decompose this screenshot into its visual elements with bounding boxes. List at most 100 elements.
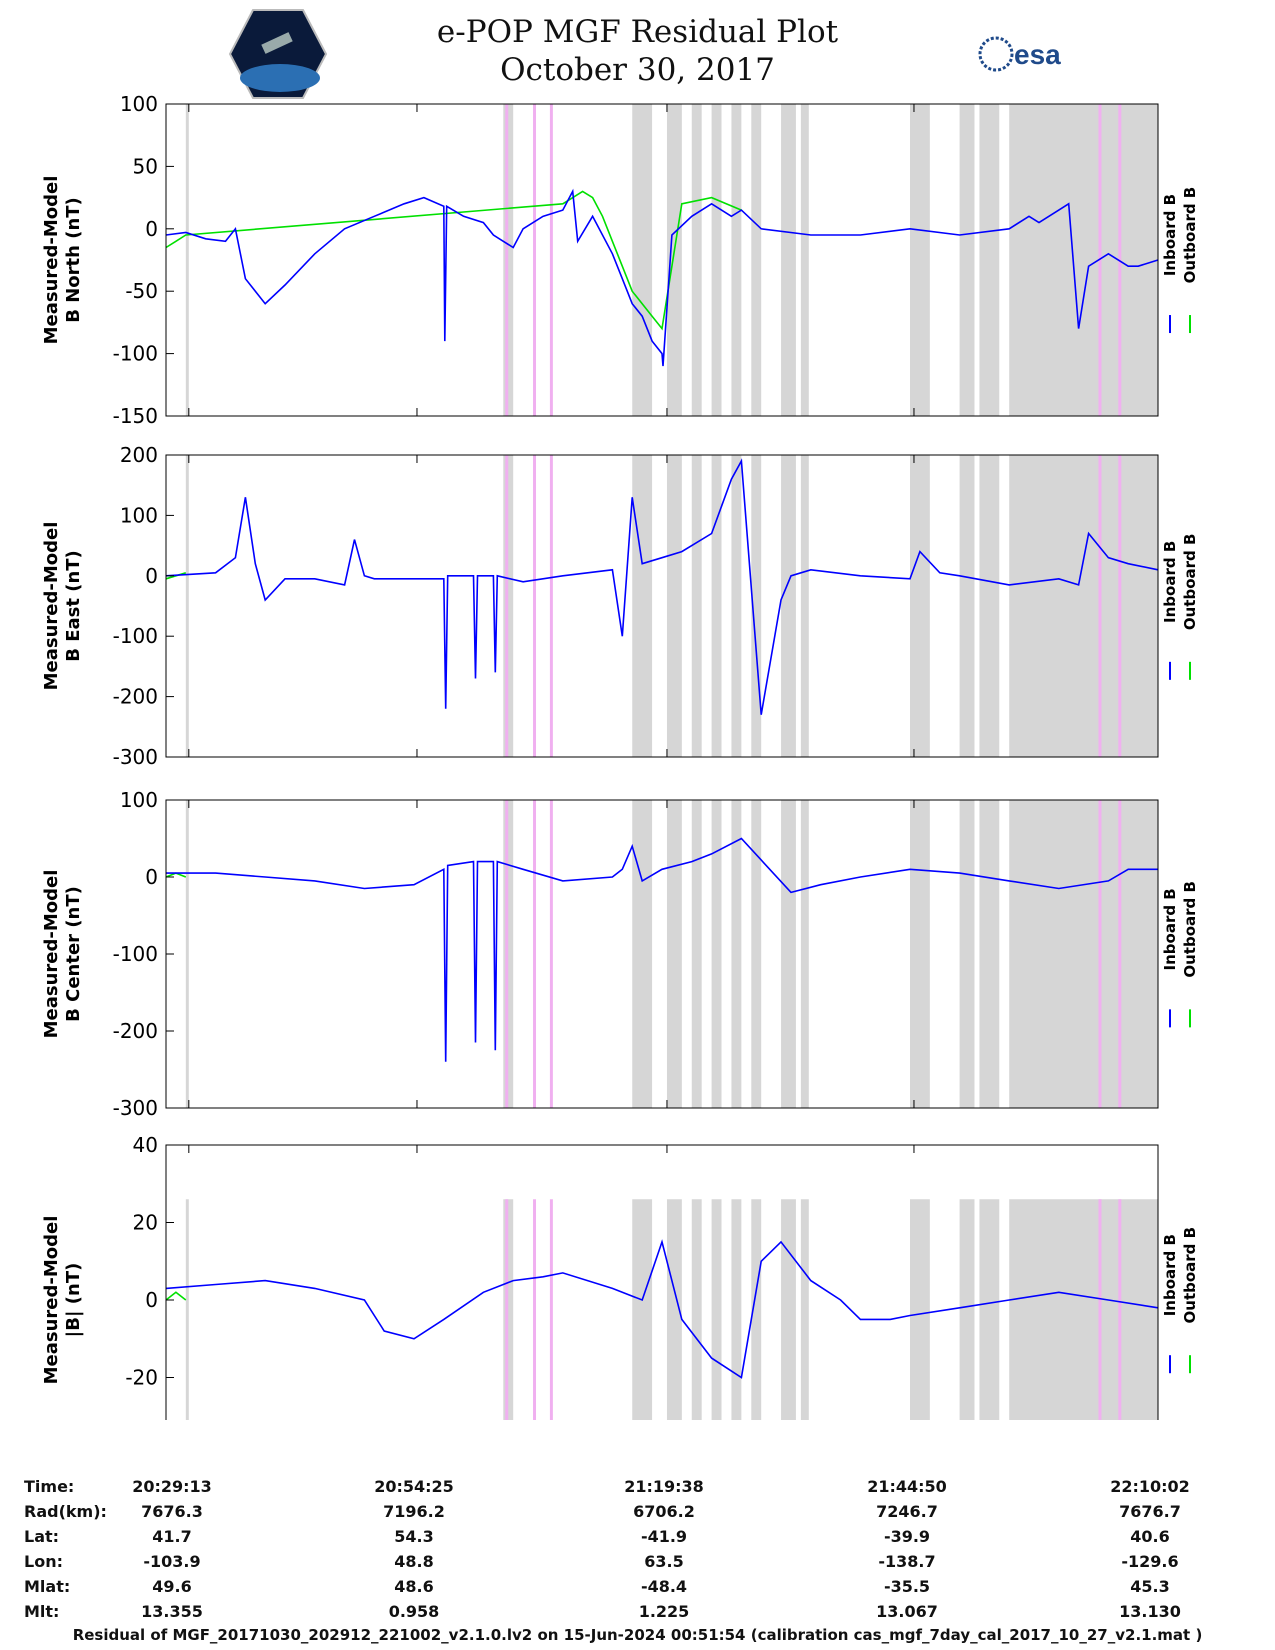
chart-date: October 30, 2017 [500,52,775,88]
y-axis-label: Measured-Model [41,522,62,691]
plot-frame [165,103,1159,417]
y-tick-label: 200 [120,443,158,467]
ephemeris-value: 54.3 [394,1527,434,1546]
gray-band [711,104,722,416]
ephemeris-value: 13.130 [1119,1602,1181,1621]
gray-band [731,455,742,757]
y-axis-label: B Center (nT) [63,886,84,1022]
y-tick-label: -100 [113,342,158,366]
legend-label: Inboard B [1161,541,1179,623]
pink-band [533,1199,537,1420]
gray-band [1009,455,1158,757]
gray-band [800,800,809,1108]
gray-band [632,455,653,757]
gray-band [632,1199,653,1420]
ephemeris-value: 13.067 [876,1602,938,1621]
esa-wordmark: esa [1014,39,1061,70]
pink-band [505,800,509,1108]
gray-band [185,1199,189,1420]
gray-band [691,1199,702,1420]
legend-label: Inboard B [1161,1234,1179,1316]
y-tick-label: -200 [113,685,158,709]
footer-caption: Residual of MGF_20171030_202912_221002_v… [72,1626,1203,1644]
y-tick-label: 0 [145,217,158,241]
gray-band [751,1199,762,1420]
pink-band [549,455,553,757]
gray-band [979,104,1000,416]
gray-band [959,1199,975,1420]
gray-band [781,455,796,757]
pink-band [1118,104,1122,416]
cassiope-logo [228,9,328,99]
y-axis-label: B North (nT) [63,197,84,323]
series-line-inboard-b [165,458,1159,715]
gray-band [781,800,796,1108]
gray-band [185,455,189,757]
y-axis-label: B East (nT) [63,550,84,662]
gray-band [632,104,653,416]
ephemeris-value: 1.225 [638,1602,690,1621]
pink-band [505,104,509,416]
y-tick-label: 50 [133,154,158,178]
gray-band [711,1199,722,1420]
ephemeris-value: -35.5 [883,1577,931,1596]
gray-band [959,455,975,757]
y-tick-label: -100 [113,624,158,648]
pink-band [549,104,553,416]
gray-band [666,455,682,757]
gray-band [185,104,189,416]
ephemeris-value: 48.6 [394,1577,434,1596]
ephemeris-value: 21:19:38 [624,1477,704,1496]
ephemeris-value: 40.6 [1130,1527,1170,1546]
ephemeris-value: 7246.7 [876,1502,938,1521]
y-tick-label: -20 [125,1366,158,1390]
gray-band [751,800,762,1108]
legend-label: Outboard B [1181,187,1199,284]
ephemeris-value: 22:10:02 [1110,1477,1190,1496]
gray-band [666,800,682,1108]
y-tick-label: 100 [120,788,158,812]
y-axis-label: Measured-Model [41,1216,62,1385]
pink-band [505,455,509,757]
pink-band [1098,800,1102,1108]
y-tick-label: -50 [125,279,158,303]
gray-band [666,1199,682,1420]
pink-band [533,800,537,1108]
gray-band [781,1199,796,1420]
ephemeris-row-label: Time: [24,1477,75,1496]
gray-band [979,455,1000,757]
series-line-inboard-b [166,837,1158,1062]
ephemeris-value: 6706.2 [633,1502,695,1521]
y-tick-label: 0 [145,1288,158,1312]
ephemeris-value: -103.9 [143,1552,201,1571]
legend-label: Outboard B [1181,881,1199,978]
y-axis-label: Measured-Model [41,870,62,1039]
ephemeris-value: 63.5 [644,1552,684,1571]
legend-label: Inboard B [1161,194,1179,276]
ephemeris-value: -129.6 [1121,1552,1179,1571]
ephemeris-value: 20:29:13 [132,1477,212,1496]
gray-band [910,104,930,416]
gray-band [632,800,653,1108]
y-tick-label: -300 [113,745,158,769]
ephemeris-value: 49.6 [152,1577,192,1596]
y-tick-label: -150 [113,404,158,428]
y-tick-label: -200 [113,1019,158,1043]
gray-band [800,1199,809,1420]
gray-band [979,1199,1000,1420]
gray-band [731,104,742,416]
ephemeris-value: 45.3 [1130,1577,1170,1596]
y-axis-label: Measured-Model [41,176,62,345]
gray-band [751,455,762,757]
y-tick-label: 100 [120,92,158,116]
ephemeris-value: 48.8 [394,1552,434,1571]
gray-band [910,800,930,1108]
panel-1: 100 50 0 -50 -100 -150 Measured-Model B North (… [41,92,1199,428]
gray-band [731,800,742,1108]
ephemeris-value: 20:54:25 [374,1477,454,1496]
gray-band [711,455,722,757]
ephemeris-value: -41.9 [640,1527,688,1546]
ephemeris-value: 13.355 [141,1602,203,1621]
